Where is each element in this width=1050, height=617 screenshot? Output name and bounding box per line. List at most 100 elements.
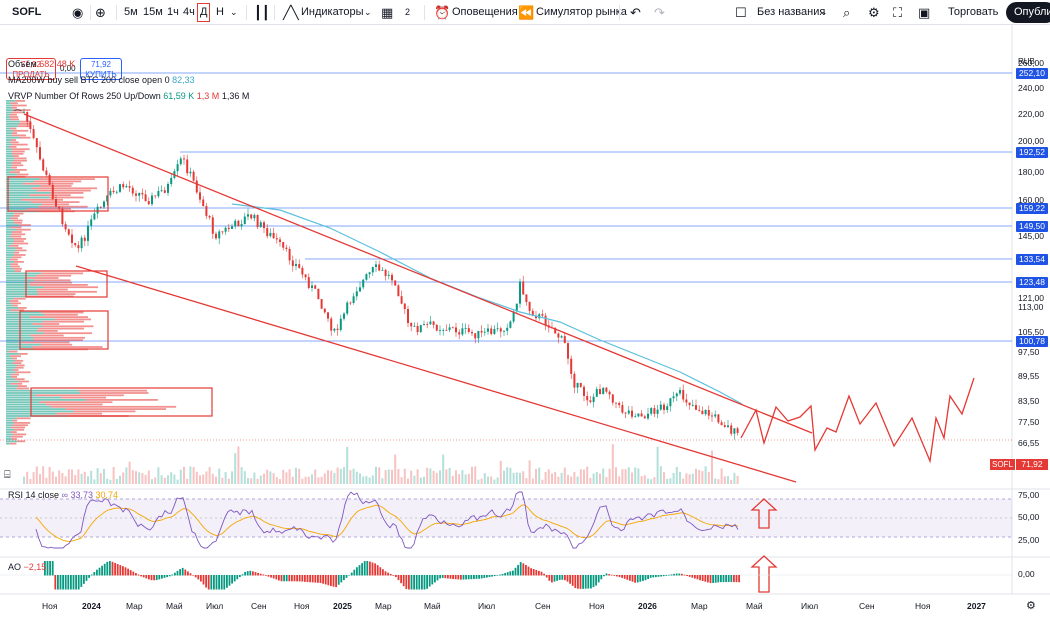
volume-bar	[567, 474, 569, 484]
vp-up-bar	[6, 235, 11, 238]
vp-down-bar	[10, 431, 17, 433]
rsi-up-arrow-drawing	[750, 498, 778, 529]
candle-body	[202, 199, 205, 207]
timeframe-15m[interactable]: 15м	[143, 6, 163, 18]
vp-down-bar	[13, 155, 19, 157]
timeframe-1h[interactable]: 1ч	[167, 6, 179, 18]
ao-bar	[631, 575, 634, 582]
buy-button[interactable]: 71,92 КУПИТЬ	[80, 58, 122, 80]
ao-bar	[483, 575, 486, 579]
ao-bar	[530, 568, 532, 576]
sell-button[interactable]: 71,92 ПРОДАТЬ	[6, 58, 56, 80]
add-symbol-icon[interactable]: ⊕	[95, 5, 106, 20]
candle-body	[295, 264, 297, 267]
vp-down-bar	[12, 357, 17, 360]
fullscreen-icon[interactable]: ⛶	[893, 5, 903, 20]
vp-up-bar	[6, 169, 15, 171]
vp-down-bar	[35, 274, 72, 277]
ma-legend[interactable]: MA200W buy sell BTC 200 close open 0 82,…	[8, 75, 195, 85]
vp-up-bar	[6, 187, 32, 190]
candle-body	[275, 238, 278, 240]
ao-bar	[405, 575, 408, 590]
vp-up-bar	[6, 366, 16, 369]
indicators-dropdown-icon[interactable]: ⌄	[364, 7, 372, 17]
vp-up-bar	[6, 401, 40, 404]
layout-name[interactable]: Без названия	[757, 6, 826, 18]
layouts-grid-icon[interactable]: ▦	[381, 5, 394, 20]
indicators-button[interactable]: Индикаторы	[301, 6, 364, 18]
candle-body	[355, 291, 358, 297]
ao-bar	[428, 575, 431, 587]
layouts-count[interactable]: 2	[405, 7, 411, 17]
volume-bar	[618, 476, 621, 484]
ao-bar	[241, 574, 244, 576]
undo-icon[interactable]: ↶	[630, 5, 641, 20]
ao-legend[interactable]: AO −2,15	[8, 562, 46, 572]
volume-bar	[359, 473, 361, 484]
vp-up-bar	[6, 286, 44, 289]
camera-icon[interactable]: ▣	[918, 5, 931, 20]
timeframe-4h[interactable]: 4ч	[183, 6, 195, 18]
replay-icon[interactable]: ⏪	[518, 5, 535, 20]
ao-bar	[174, 572, 176, 576]
candles-icon[interactable]: ┃┃	[254, 5, 270, 20]
timeframe-week[interactable]: Н	[216, 6, 224, 18]
candle-body	[432, 321, 435, 325]
vp-up-bar	[6, 346, 33, 348]
timeframe-dropdown-icon[interactable]: ⌄	[230, 7, 238, 17]
publish-button[interactable]: Опублик	[1006, 2, 1050, 23]
chart-area[interactable]: ⁀ ⌸ 71,92 ПРОДАТЬ 0,00 71,92 КУПИТЬ Объё…	[0, 25, 1050, 617]
volume-bar	[375, 466, 377, 484]
layout-dropdown-icon[interactable]: ⌄	[820, 7, 828, 17]
ao-bar	[712, 575, 714, 583]
vp-down-bar	[11, 134, 26, 137]
symbol-name[interactable]: SOFL	[12, 6, 42, 18]
currency-label[interactable]: RUB	[1018, 57, 1035, 66]
volume-bar	[215, 476, 217, 484]
ao-bar	[514, 567, 517, 576]
indicators-icon[interactable]: ╱╲	[283, 5, 299, 20]
quick-search-icon[interactable]: ⌕	[843, 5, 851, 20]
candle-body	[499, 328, 502, 332]
ao-bar	[473, 575, 475, 580]
vp-up-bar	[6, 426, 11, 429]
timeframe-day-active[interactable]: Д	[197, 3, 211, 22]
volume-bar	[611, 444, 614, 484]
candle-body	[480, 330, 483, 333]
ao-tick: 0,00	[1018, 569, 1035, 579]
redo-icon[interactable]: ↷	[654, 5, 665, 20]
ao-bar	[444, 575, 447, 579]
vp-down-bar	[14, 254, 26, 256]
candle-body	[67, 229, 70, 235]
volume-legend[interactable]: Объём 682,48 K	[8, 59, 75, 69]
candle-body	[506, 327, 509, 331]
candle-body	[567, 343, 569, 359]
alert-icon[interactable]: ⏰	[434, 5, 451, 20]
compare-icon[interactable]: ◉	[72, 5, 84, 20]
price-chart[interactable]: ⁀ ⌸	[0, 25, 1050, 617]
vrvp-legend[interactable]: VRVP Number Of Rows 250 Up/Down 61,59 K …	[8, 91, 249, 101]
candle-body	[707, 410, 710, 416]
gear-icon[interactable]: ⚙	[1026, 600, 1036, 612]
candle-body	[487, 328, 489, 332]
ao-bar	[145, 575, 148, 579]
vp-up-bar	[6, 106, 13, 109]
volume-bar	[186, 478, 189, 484]
gear-icon[interactable]: ⚙	[868, 5, 880, 20]
volume-bar	[39, 474, 41, 484]
rsi-legend[interactable]: RSI 14 close ∞ 33,73 30,74	[8, 490, 118, 500]
layout-checkbox-icon[interactable]: ☐	[735, 5, 747, 20]
candle-body	[167, 184, 169, 193]
vp-up-bar	[6, 295, 25, 298]
volume-bar	[179, 469, 182, 484]
ao-bar	[361, 563, 363, 576]
candle-body	[381, 269, 384, 271]
ao-bar	[324, 575, 327, 585]
trade-button[interactable]: Торговать	[948, 6, 999, 18]
candle-body	[122, 184, 125, 188]
timeframe-5m[interactable]: 5м	[124, 6, 138, 18]
alerts-button[interactable]: Оповещения	[452, 6, 518, 18]
replay-button[interactable]: Симулятор рынка	[536, 6, 627, 18]
ao-bar	[496, 575, 499, 576]
vp-up-bar	[6, 334, 31, 337]
